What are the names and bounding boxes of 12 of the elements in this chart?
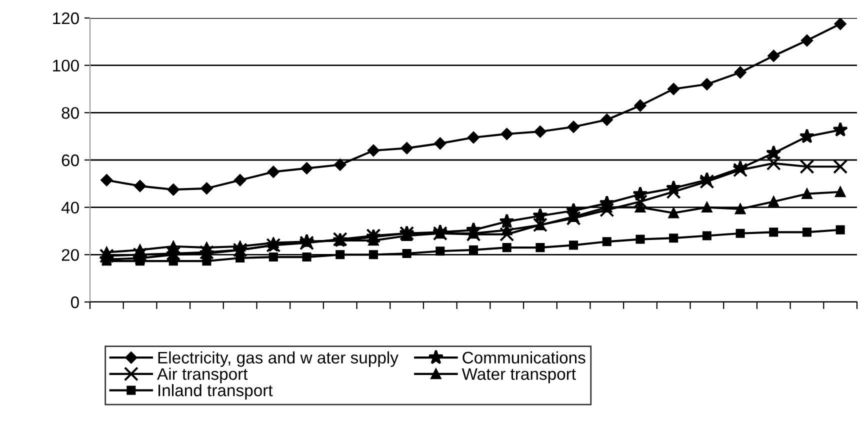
y-tick-label: 100: [53, 60, 79, 72]
legend-label: Water transport: [462, 368, 576, 384]
y-tick-label: 60: [62, 154, 79, 166]
y-tick-label: 120: [53, 12, 79, 24]
legend-label: Communications: [462, 351, 586, 364]
y-tick-label: 20: [62, 249, 79, 261]
y-tick-label: 80: [62, 107, 79, 119]
y-tick-label: 40: [61, 202, 79, 214]
legend-label: Inland transport: [158, 384, 273, 400]
legend-label: Air transport: [157, 368, 248, 384]
legend-label: Electricity, gas and w ater supply: [158, 351, 398, 367]
y-tick-label: 0: [70, 296, 79, 308]
